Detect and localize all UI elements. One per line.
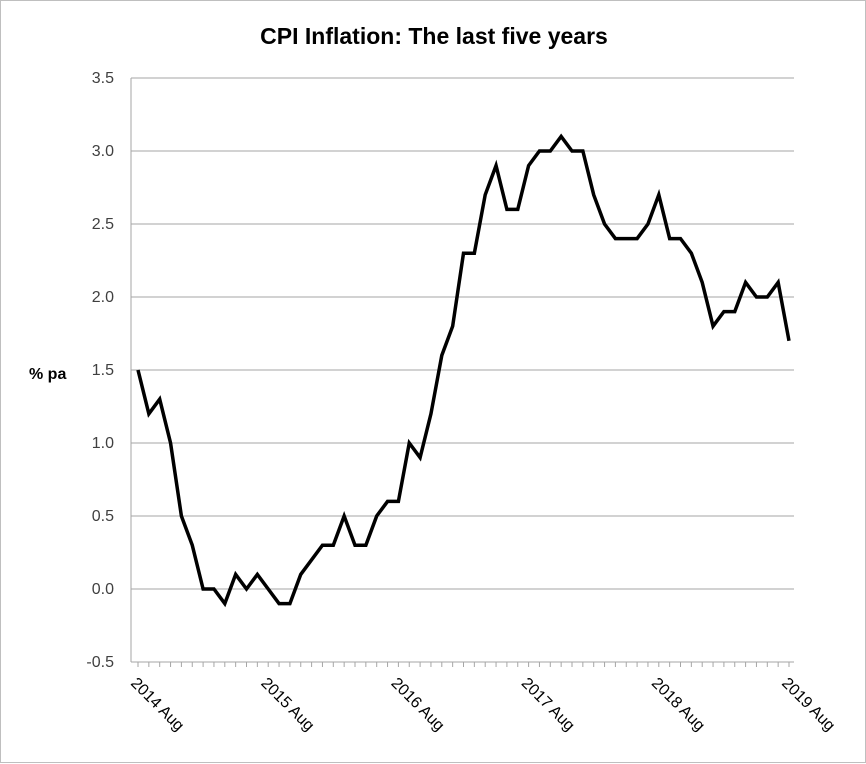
- y-tick-label: 1.0: [92, 435, 114, 452]
- y-tick-label: 0.5: [92, 508, 114, 525]
- x-tick-label: 2015 Aug: [257, 675, 317, 735]
- series-layer: [136, 133, 791, 608]
- x-tick-label: 2019 Aug: [778, 675, 838, 735]
- x-axis-ticks: 2014 Aug 2015 Aug 2016 Aug 2017 Aug 2018 Aug…: [127, 675, 838, 735]
- y-tick-label: 3.0: [92, 143, 114, 160]
- y-tick-label: 1.5: [92, 362, 114, 379]
- y-axis-label: % pa: [29, 366, 66, 383]
- series-line: [136, 133, 791, 608]
- x-tick-label: 2017 Aug: [518, 675, 578, 735]
- x-tick-label: 2014 Aug: [127, 675, 187, 735]
- axes: [130, 78, 794, 667]
- y-tick-label: 2.5: [92, 216, 114, 233]
- chart-title: CPI Inflation: The last five years: [260, 23, 608, 49]
- y-axis-ticks: -0.5 0.0 0.5 1.0 1.5 2.0 2.5 3.0 3.5: [86, 70, 114, 671]
- x-tick-label: 2016 Aug: [388, 675, 448, 735]
- y-tick-label: 2.0: [92, 289, 114, 306]
- x-tick-label: 2018 Aug: [648, 675, 708, 735]
- y-tick-label: 3.5: [92, 70, 114, 87]
- gridlines: [131, 77, 794, 663]
- y-tick-label: -0.5: [86, 654, 114, 671]
- y-tick-label: 0.0: [92, 581, 114, 598]
